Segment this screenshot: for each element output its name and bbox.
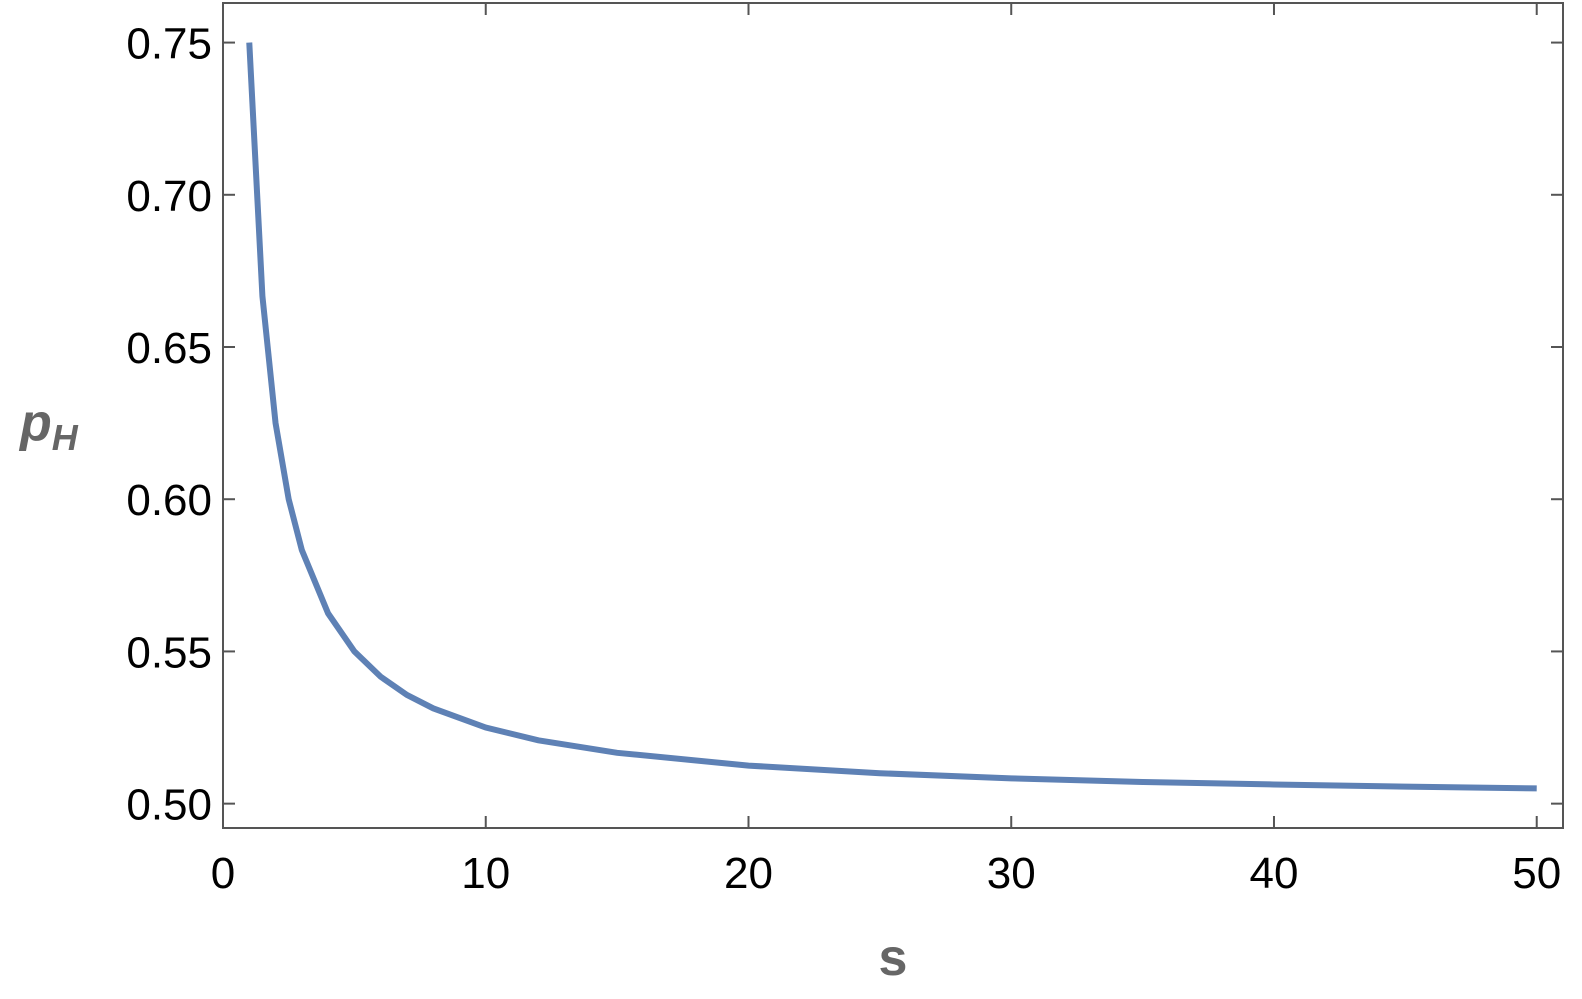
- y-tick-label: 0.50: [126, 781, 212, 830]
- y-tick-label: 0.60: [126, 476, 212, 525]
- y-tick-label: 0.75: [126, 20, 212, 69]
- y-tick-label: 0.70: [126, 172, 212, 221]
- x-tick-label: 40: [1250, 849, 1299, 898]
- y-axis-label-main: p: [18, 394, 52, 452]
- x-tick-label: 20: [724, 849, 773, 898]
- x-tick-label: 30: [987, 849, 1036, 898]
- y-tick-label: 0.65: [126, 324, 212, 373]
- x-axis-label: s: [879, 929, 908, 987]
- line: [246, 42, 1537, 792]
- x-tick-label: 0: [211, 849, 235, 898]
- x-tick-label: 10: [461, 849, 510, 898]
- x-tick-label: 50: [1512, 849, 1561, 898]
- y-axis-label: pH: [18, 394, 79, 458]
- y-axis-label-sub: H: [52, 417, 79, 458]
- frame: [222, 2, 1564, 829]
- y-tick-label: 0.55: [126, 628, 212, 677]
